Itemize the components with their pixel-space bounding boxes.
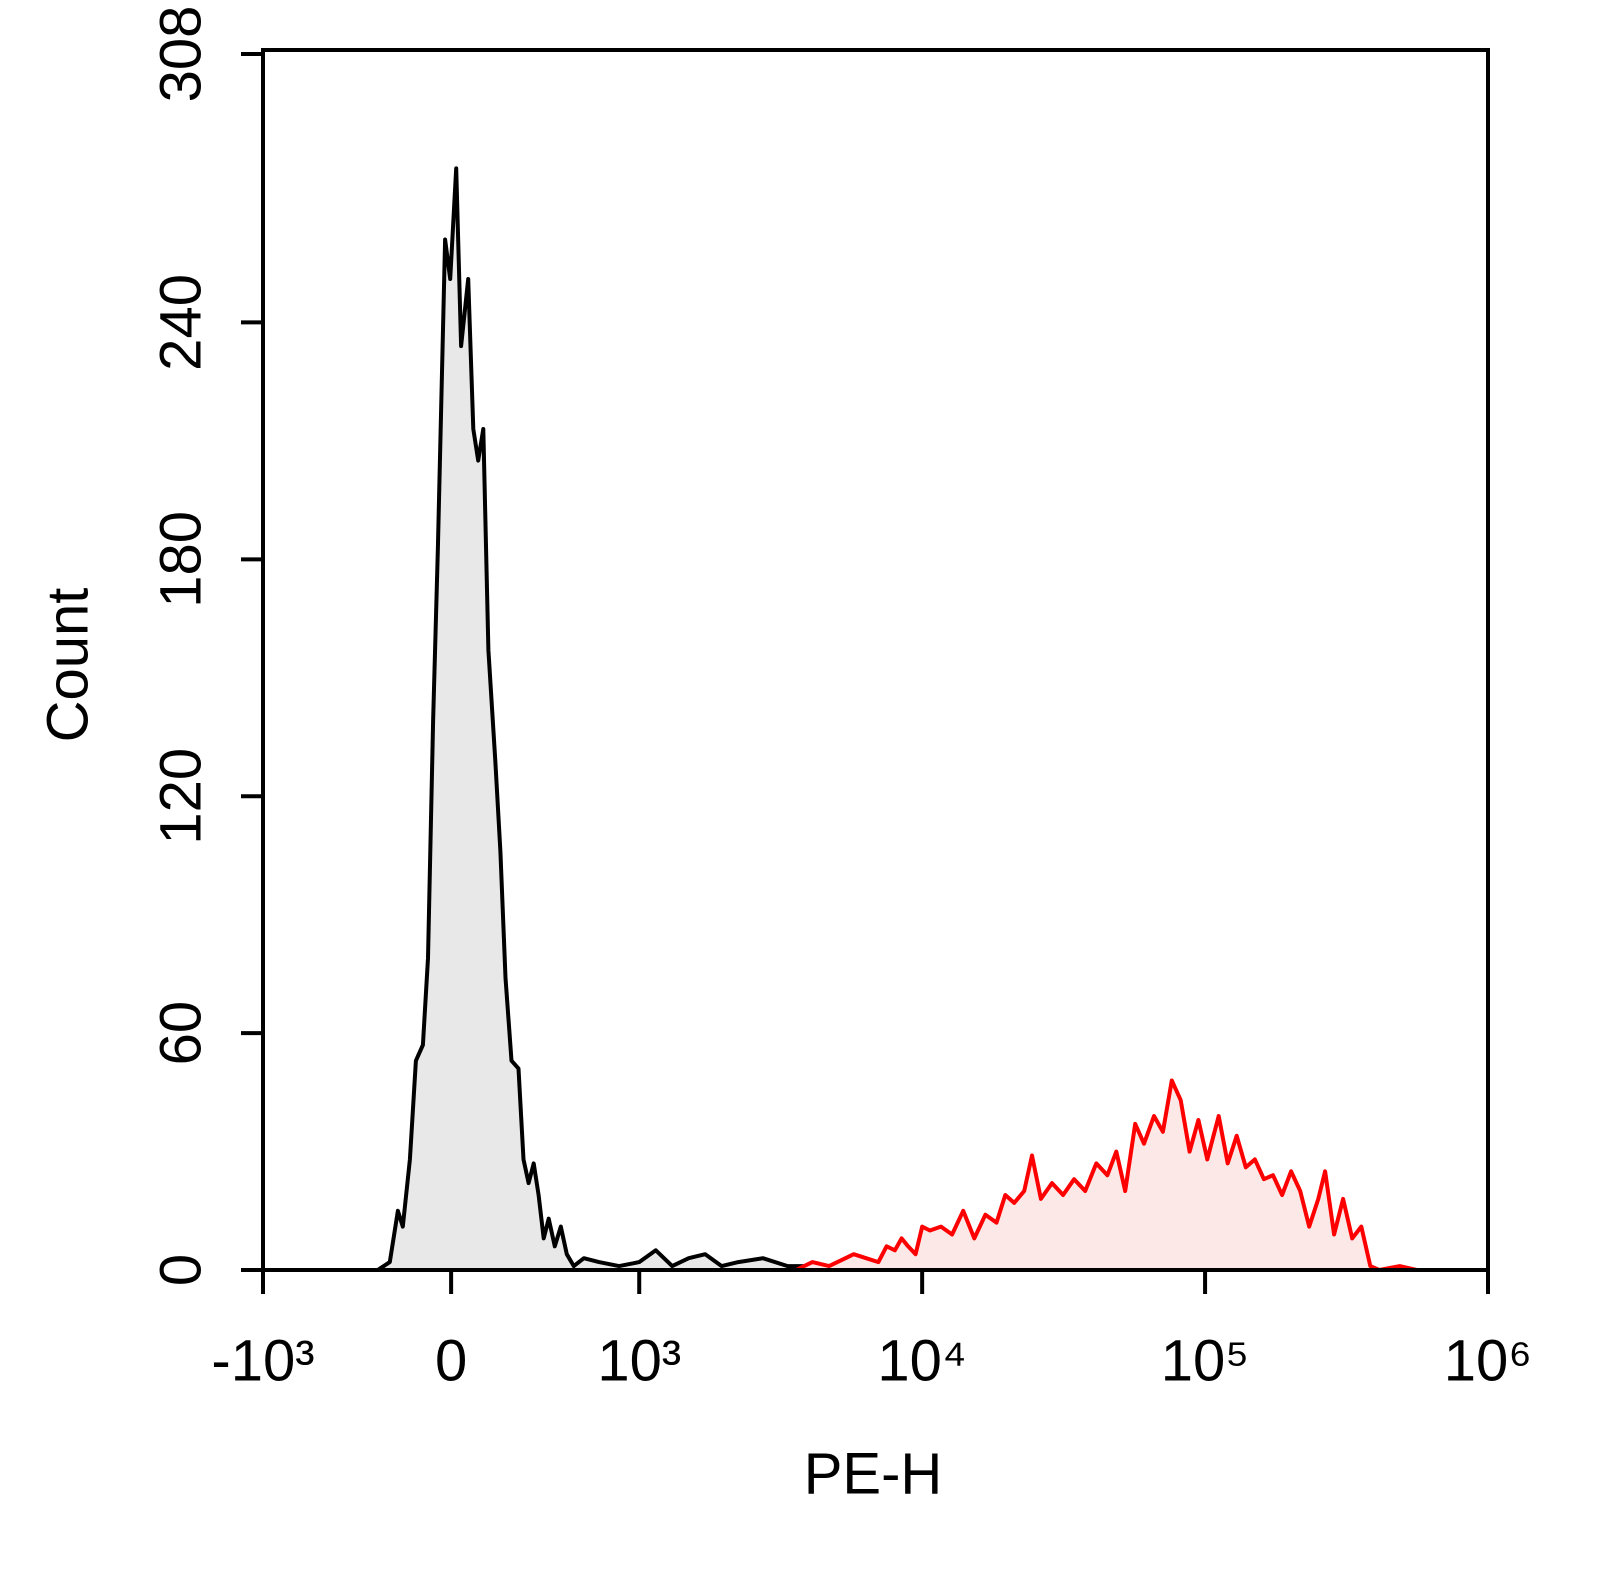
histogram-line [376,166,887,1272]
x-tick-label: -10³ [211,1328,314,1393]
x-tick-label: 10⁵ [1161,1328,1250,1393]
y-tick-label: 0 [148,1254,213,1286]
x-tick-label: 10⁴ [877,1328,966,1393]
x-tick-label: 10⁶ [1444,1328,1532,1393]
y-tick-label: 240 [148,274,213,371]
histogram-line [795,1078,1418,1272]
x-axis-title: PE-H [804,1441,943,1506]
series-layer [376,166,1418,1272]
y-tick-label: 60 [148,1001,213,1066]
y-axis-title: Count [35,588,100,743]
x-tick-label: 0 [435,1328,467,1393]
y-tick-label: 120 [148,748,213,845]
plot-frame [261,48,1490,1272]
y-tick-label: 308 [148,6,213,103]
histogram-area [377,168,887,1270]
y-tick-label: 180 [148,511,213,608]
x-tick-label: 10³ [597,1328,681,1393]
